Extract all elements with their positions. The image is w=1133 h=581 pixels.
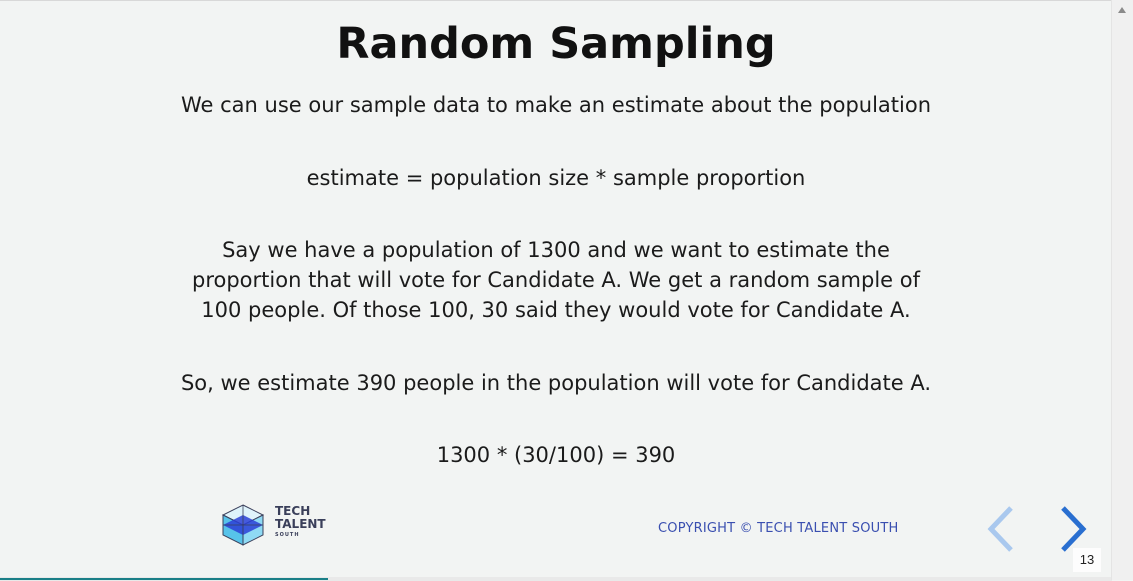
copyright-text: COPYRIGHT © TECH TALENT SOUTH [658, 521, 899, 536]
chevron-left-icon [987, 506, 1013, 552]
slide-title: Random Sampling [336, 19, 776, 69]
vertical-scrollbar[interactable] [1111, 0, 1133, 580]
tech-talent-south-logo: TECH TALENT SOUTH [219, 503, 329, 547]
paragraph-formula: estimate = population size * sample prop… [306, 166, 806, 190]
logo-line-talent: TALENT [275, 517, 326, 531]
paragraph-calculation: 1300 * (30/100) = 390 [436, 443, 676, 467]
paragraph-example: Say we have a population of 1300 and we … [0, 235, 1112, 325]
paragraph-example-line: Say we have a population of 1300 and we … [222, 238, 890, 262]
scroll-up-arrow-icon[interactable] [1118, 7, 1126, 13]
paragraph-example-line: 100 people. Of those 100, 30 said they w… [201, 298, 911, 322]
slide-progress-bar [0, 577, 1112, 581]
paragraph-conclusion: So, we estimate 390 people in the popula… [180, 371, 932, 395]
logo-cube-icon [221, 504, 265, 546]
logo-line-tech: TECH [275, 504, 311, 518]
slide-progress-fill [0, 578, 329, 580]
next-slide-button[interactable] [1055, 504, 1089, 554]
chevron-right-icon [1061, 506, 1087, 552]
slide-number: 13 [1073, 548, 1101, 572]
paragraph-intro: We can use our sample data to make an es… [180, 93, 932, 117]
logo-wordmark: TECH TALENT SOUTH [275, 505, 326, 539]
paragraph-example-line: proportion that will vote for Candidate … [192, 268, 920, 292]
previous-slide-button[interactable] [985, 504, 1019, 554]
logo-line-south: SOUTH [275, 532, 300, 538]
